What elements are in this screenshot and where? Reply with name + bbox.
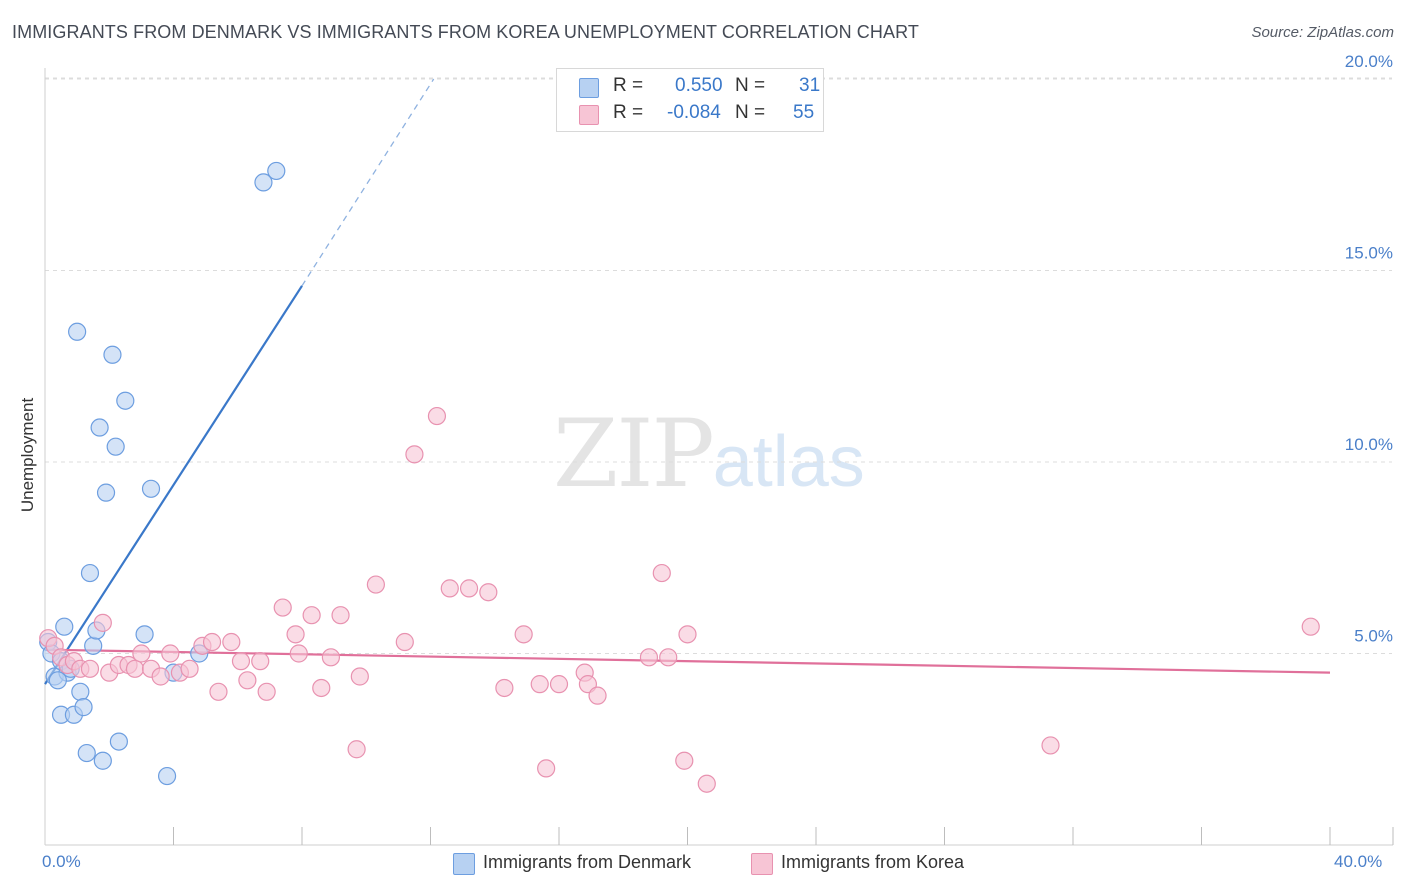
legend-r-label: R = (613, 102, 644, 123)
point-korea (289, 644, 308, 663)
point-korea (549, 675, 569, 694)
series-legend-swatch-korea (751, 853, 773, 875)
point-korea (222, 632, 241, 652)
y-tick-label: 5.0% (1354, 627, 1393, 646)
point-denmark (55, 617, 74, 636)
y-tick-label: 15.0% (1345, 244, 1393, 263)
point-denmark (93, 751, 112, 770)
point-denmark (135, 625, 154, 644)
point-denmark (84, 636, 103, 655)
point-korea (1041, 736, 1060, 755)
point-korea (405, 445, 424, 464)
point-korea (440, 579, 459, 598)
point-korea (151, 667, 170, 686)
point-korea (350, 667, 369, 686)
point-denmark (254, 173, 273, 192)
point-korea (209, 682, 228, 701)
legend-swatch-korea (579, 105, 599, 125)
point-denmark (48, 671, 67, 690)
point-denmark (116, 391, 135, 410)
point-korea (659, 648, 678, 667)
point-korea (347, 740, 366, 759)
point-korea (231, 652, 251, 671)
point-korea (161, 644, 180, 663)
point-korea (312, 678, 331, 698)
trend-line-denmark-extension (301, 78, 435, 287)
point-korea (514, 625, 533, 644)
point-denmark (267, 161, 286, 181)
correlation-legend: R = 0.550 N = 31 R = -0.084 N = 55 (556, 68, 824, 132)
point-korea (678, 625, 697, 644)
point-denmark (106, 437, 125, 456)
point-denmark (74, 698, 93, 717)
point-korea (93, 613, 112, 632)
point-korea (257, 682, 276, 701)
chart-source: Source: ZipAtlas.com (1251, 24, 1394, 41)
x-tick-label-min: 0.0% (42, 852, 81, 871)
point-denmark (103, 345, 122, 364)
point-korea (1301, 617, 1320, 636)
point-denmark (68, 322, 87, 341)
point-korea (639, 648, 659, 667)
series-legend-label-korea: Immigrants from Korea (781, 852, 965, 872)
point-korea (251, 652, 270, 671)
point-denmark (96, 483, 116, 502)
point-korea (132, 644, 151, 663)
point-korea (588, 686, 607, 705)
point-korea (238, 671, 257, 690)
point-korea (395, 632, 414, 652)
legend-r-label: R = (613, 75, 644, 96)
point-korea (530, 675, 549, 694)
point-korea (652, 563, 671, 583)
legend-swatch-denmark (579, 78, 599, 98)
point-korea (180, 659, 199, 678)
point-denmark (157, 766, 177, 786)
point-korea (427, 406, 447, 426)
point-korea (495, 678, 514, 698)
legend-n-label: N = (735, 102, 766, 123)
point-denmark (80, 563, 100, 583)
point-denmark (141, 479, 161, 498)
point-denmark (109, 732, 128, 751)
point-korea (366, 575, 385, 594)
y-tick-label: 10.0% (1345, 435, 1393, 454)
legend-r-value: 0.550 (675, 75, 723, 96)
point-korea (331, 606, 350, 625)
legend-r-value: -0.084 (667, 102, 721, 123)
point-korea (302, 606, 321, 625)
axis-layer (44, 68, 1394, 846)
legend-n-label: N = (735, 75, 766, 96)
point-korea (286, 625, 305, 644)
legend-n-value: 55 (793, 102, 815, 123)
x-tick-label-max: 40.0% (1334, 852, 1383, 871)
legend-n-value: 31 (799, 75, 821, 96)
trend-line-denmark (44, 285, 303, 685)
point-korea (80, 659, 100, 678)
trend-layer (44, 78, 1331, 685)
y-tick-labels: 5.0% 10.0% 15.0% 20.0% (1345, 52, 1393, 646)
y-tick-label: 20.0% (1345, 52, 1393, 71)
point-denmark (71, 682, 90, 701)
point-korea (697, 774, 716, 793)
point-korea (321, 648, 341, 667)
point-denmark (77, 743, 96, 763)
chart-title: IMMIGRANTS FROM DENMARK VS IMMIGRANTS FR… (12, 22, 919, 42)
point-korea (479, 583, 498, 602)
point-korea (125, 659, 145, 678)
points-layer (39, 161, 1320, 793)
point-korea (675, 751, 694, 770)
point-korea (273, 598, 292, 617)
grid-layer (45, 77, 1392, 654)
point-denmark (90, 418, 109, 437)
point-korea (459, 579, 479, 598)
series-legend-label-denmark: Immigrants from Denmark (483, 852, 692, 872)
series-legend-swatch-denmark (453, 853, 475, 875)
point-korea (537, 759, 556, 778)
point-korea (202, 632, 222, 652)
